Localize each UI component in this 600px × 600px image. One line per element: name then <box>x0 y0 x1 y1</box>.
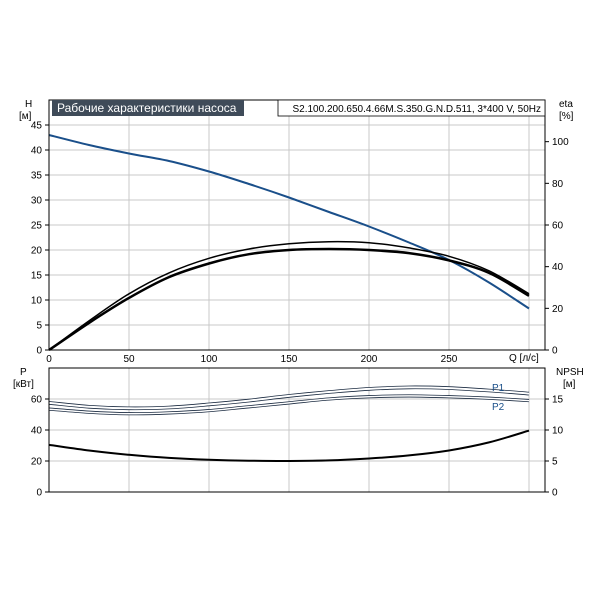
eta-axis-unit: [%] <box>559 111 574 122</box>
left-axis-tick-label: 20 <box>31 246 43 257</box>
series-line-npsh <box>48 429 530 463</box>
x-axis-tick-label: 250 <box>441 354 458 365</box>
head-chart-grid <box>49 100 545 350</box>
model-label-background <box>277 99 546 117</box>
right-axis-tick-label: 20 <box>552 304 564 315</box>
x-axis-tick-label: 0 <box>46 354 52 365</box>
right-axis-tick-label: 80 <box>552 179 564 190</box>
right-axis-tick-label: 40 <box>552 262 564 273</box>
head-axis-unit: [м] <box>19 111 32 122</box>
left-axis-tick-label: 15 <box>31 271 43 282</box>
eta-axis-label: eta <box>559 99 573 110</box>
left-axis-tick-label: 0 <box>36 346 42 357</box>
left-axis-tick-label: 35 <box>31 171 43 182</box>
left-axis-tick-label: 40 <box>31 426 43 437</box>
series-line-eta-1 <box>48 240 530 351</box>
npsh-axis-unit: [м] <box>563 379 576 390</box>
left-axis-tick-label: 30 <box>31 196 43 207</box>
power-chart-frame <box>48 367 546 493</box>
left-axis-tick-label: 0 <box>36 488 42 499</box>
flow-axis-label: Q [л/с] <box>509 353 539 364</box>
left-axis-tick-label: 60 <box>31 395 43 406</box>
right-axis-tick-label: 15 <box>552 395 564 406</box>
left-axis-tick-label: 20 <box>31 457 43 468</box>
right-axis-tick-label: 100 <box>552 137 569 148</box>
x-axis-tick-label: 100 <box>201 354 218 365</box>
x-axis-tick-label: 50 <box>123 354 135 365</box>
npsh-axis-label: NPSH <box>556 367 584 378</box>
right-axis-tick-label: 0 <box>552 346 558 357</box>
series-line-eta-2 <box>48 247 530 352</box>
legend-p2: P2 <box>492 402 505 413</box>
legend-p1: P1 <box>492 383 505 394</box>
left-axis-tick-label: 45 <box>31 121 43 132</box>
series-line-p2 <box>48 395 530 415</box>
head-axis-label: H <box>25 99 32 110</box>
power-axis-label: P <box>20 367 27 378</box>
power-axis-unit: [кВт] <box>13 379 34 390</box>
right-axis-tick-label: 10 <box>552 426 564 437</box>
pump-model-label: S2.100.200.650.4.66M.S.350.G.N.D.511, 3*… <box>292 104 541 115</box>
chart-title: Рабочие характеристики насоса <box>57 101 237 115</box>
power-chart-series <box>48 385 530 463</box>
chart-title-background <box>52 100 244 116</box>
right-axis-tick-label: 5 <box>552 457 558 468</box>
left-axis-tick-label: 25 <box>31 221 43 232</box>
right-axis-tick-label: 0 <box>552 488 558 499</box>
x-axis-tick-label: 150 <box>281 354 298 365</box>
left-axis-tick-label: 40 <box>31 146 43 157</box>
series-line-p1 <box>48 386 530 410</box>
power-chart-grid <box>49 368 545 492</box>
head-chart-series <box>48 134 530 352</box>
left-axis-tick-label: 10 <box>31 296 43 307</box>
right-axis-tick-label: 60 <box>552 221 564 232</box>
left-axis-tick-label: 5 <box>36 321 42 332</box>
x-axis-tick-label: 200 <box>361 354 378 365</box>
